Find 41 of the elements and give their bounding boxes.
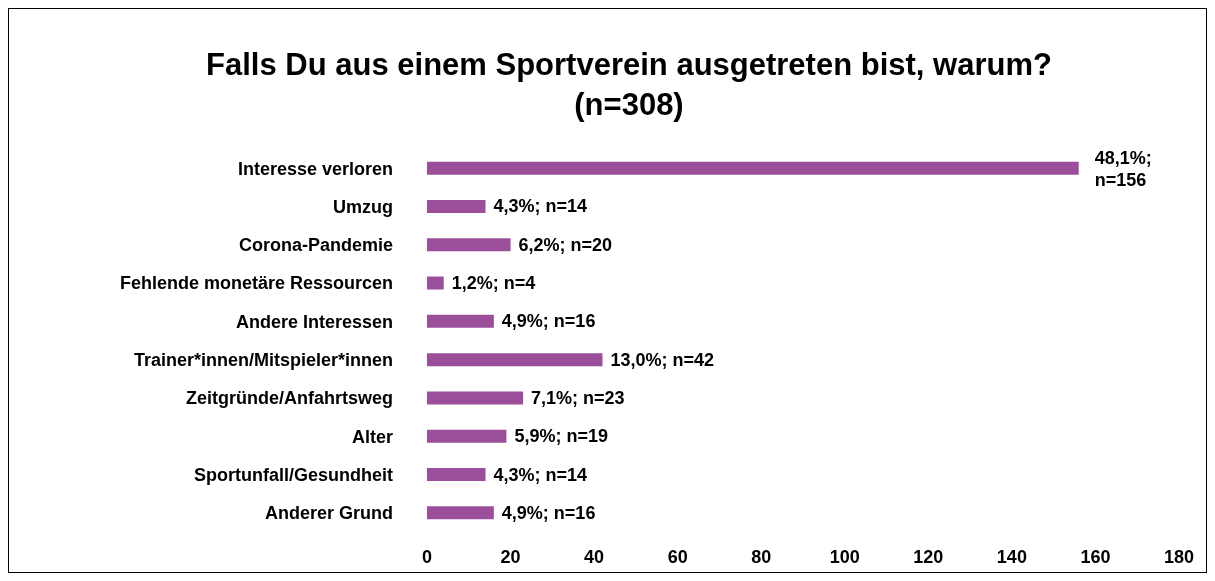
bar: [427, 391, 524, 405]
y-tick-label: Corona-Pandemie: [238, 235, 393, 256]
bar: [427, 429, 507, 443]
bar: [427, 314, 494, 328]
bar: [427, 276, 444, 290]
bar: [427, 199, 486, 213]
y-tick-label: Alter: [351, 426, 393, 447]
y-tick-label: Anderer Grund: [264, 503, 393, 524]
x-tick-label: 140: [996, 546, 1027, 567]
y-tick-label: Andere Interessen: [235, 311, 393, 332]
y-tick-label: Umzug: [333, 196, 393, 217]
x-tick-label: 0: [421, 546, 433, 567]
x-tick-label: 40: [584, 546, 605, 567]
y-tick-label: Interesse verloren: [237, 158, 393, 179]
y-tick-label: Zeitgründe/Anfahrtsweg: [185, 388, 393, 409]
bar: [427, 468, 486, 482]
data-label: 4,9%; n=16: [501, 502, 596, 523]
bar: [427, 353, 603, 367]
y-tick-label: Fehlende monetäre Ressourcen: [119, 273, 393, 294]
x-tick-label: 20: [500, 546, 521, 567]
data-label: 5,9%; n=19: [514, 426, 608, 447]
bar: [427, 161, 1079, 175]
data-label: 4,3%; n=14: [493, 196, 588, 217]
x-tick-label: 60: [667, 546, 688, 567]
bar: [427, 238, 511, 252]
data-label: 6,2%; n=20: [518, 234, 613, 255]
chart-title: Falls Du aus einem Sportverein ausgetreten bist, warum? (n=308): [205, 46, 1053, 124]
data-label: 4,3%; n=14: [493, 464, 588, 485]
data-label: 4,9%; n=16: [501, 311, 596, 332]
x-tick-label: 120: [913, 546, 944, 567]
data-label: 48,1%; n=156: [1094, 148, 1152, 191]
x-tick-label: 80: [751, 546, 772, 567]
data-label: 7,1%; n=23: [531, 387, 625, 408]
y-tick-label: Trainer*innen/Mitspieler*innen: [133, 350, 393, 371]
data-label: 13,0%; n=42: [610, 349, 715, 370]
x-tick-label: 100: [829, 546, 860, 567]
data-label: 1,2%; n=4: [451, 273, 536, 294]
bar: [427, 506, 494, 520]
x-tick-label: 180: [1163, 546, 1195, 567]
x-tick-label: 160: [1080, 546, 1111, 567]
y-tick-label: Sportunfall/Gesundheit: [193, 464, 393, 485]
